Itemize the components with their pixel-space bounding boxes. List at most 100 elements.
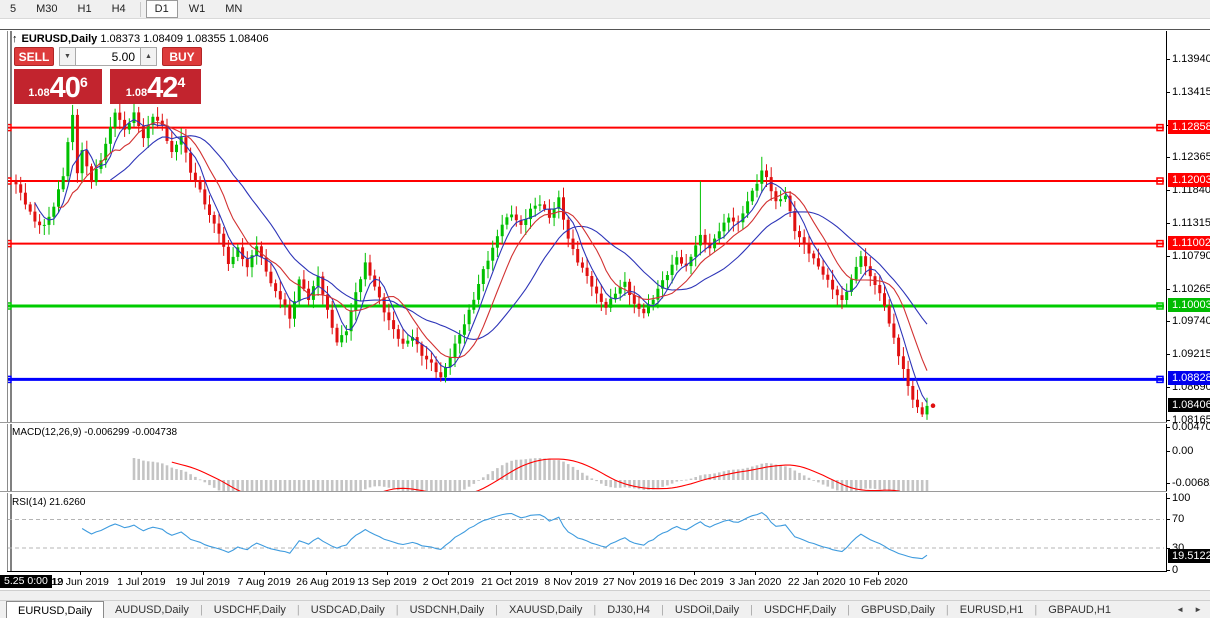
- price-axis-tick: [1166, 59, 1170, 60]
- sell-price-button[interactable]: 1.08 40 6: [14, 69, 102, 104]
- chart-window[interactable]: ↑ EURUSD,Daily 1.08373 1.08409 1.08355 1.…: [0, 29, 1210, 600]
- tab-separator: |: [199, 603, 203, 616]
- time-axis-line: [7, 571, 1167, 572]
- time-axis-label: 7 Aug 2019: [237, 576, 291, 588]
- buy-price-button[interactable]: 1.08 42 4: [110, 69, 201, 104]
- price-axis-label: 1.09215: [1172, 348, 1210, 361]
- timeframe-toolbar: 5 M30 H1 H4 D1 W1 MN: [0, 0, 1210, 19]
- rsi-axis-tick: [1166, 569, 1170, 571]
- time-axis-label: 27 Nov 2019: [602, 576, 663, 588]
- time-axis-tick: [878, 571, 880, 575]
- time-axis-label: 16 Dec 2019: [664, 576, 724, 588]
- volume-input[interactable]: [76, 47, 140, 66]
- volume-decrease-button[interactable]: ▼: [59, 47, 76, 66]
- time-axis-tick: [202, 571, 204, 575]
- timeframe-button-mn[interactable]: MN: [225, 3, 243, 15]
- price-level-badge: 1.12858: [1168, 119, 1210, 134]
- chart-tab-audusd-daily[interactable]: AUDUSD,Daily: [114, 604, 189, 616]
- chart-tab-usdoil-daily[interactable]: USDOil,Daily: [674, 604, 740, 616]
- price-axis-label: 1.08165: [1172, 413, 1210, 426]
- tab-scroll-left-icon[interactable]: ◄: [1176, 605, 1185, 614]
- volume-stepper: ▼ ▲: [59, 47, 157, 66]
- chart-tab-usdchf-daily[interactable]: USDCHF,Daily: [763, 604, 837, 616]
- timeframe-button-h4[interactable]: H4: [111, 3, 126, 15]
- timeframe-button-h1[interactable]: H1: [77, 3, 92, 15]
- macd-axis-tick: [1166, 482, 1170, 484]
- timeframe-button-w1[interactable]: W1: [188, 3, 206, 15]
- time-axis-tick: [325, 571, 327, 575]
- price-level-badge: 1.08828: [1168, 371, 1210, 386]
- toolbar-separator: [139, 1, 141, 17]
- vline-time-badge: 5.25 0:00: [0, 575, 52, 588]
- time-axis-label: 22 Jan 2020: [787, 576, 846, 588]
- chart-tab-eurusd-h1[interactable]: EURUSD,H1: [959, 604, 1024, 616]
- chart-tab-usdchf-daily[interactable]: USDCHF,Daily: [213, 604, 286, 616]
- plot-left-border: [7, 31, 8, 571]
- macd-panel-separator[interactable]: [0, 422, 1167, 424]
- sell-price-main: 40: [49, 72, 81, 104]
- macd-axis-label: -0.006823: [1172, 476, 1210, 489]
- tab-separator: |: [661, 603, 664, 616]
- rsi-label: RSI(14) 21.6260: [12, 497, 86, 508]
- chart-tab-usdcnh-daily[interactable]: USDCNH,Daily: [409, 604, 485, 616]
- macd-axis-label: 0.00: [1172, 445, 1194, 457]
- horizontal-scroll-strip[interactable]: [0, 590, 1210, 600]
- price-axis-tick: [1166, 190, 1170, 192]
- price-level-badge: 1.12003: [1168, 173, 1210, 187]
- rsi-value-badge: 19.5122: [1168, 548, 1210, 563]
- price-axis-label: 1.11840: [1172, 184, 1210, 197]
- rsi-axis-label: 100: [1172, 492, 1191, 504]
- tab-scroll-right-icon[interactable]: ►: [1194, 605, 1202, 614]
- rsi-panel-separator[interactable]: [0, 491, 1167, 493]
- price-level-badge: 1.10003: [1168, 298, 1210, 312]
- time-axis-tick: [264, 571, 266, 575]
- chart-tab-bar: EURUSD,Daily AUDUSD,Daily | USDCHF,Daily | US…: [0, 600, 1210, 618]
- chart-tab-usdcad-daily[interactable]: USDCAD,Daily: [310, 604, 385, 616]
- time-axis-label: 1 Jul 2019: [117, 576, 166, 588]
- timeframe-button-d1[interactable]: D1: [145, 0, 178, 18]
- rsi-indicator-chart[interactable]: [8, 494, 1166, 571]
- price-axis-label: 1.11315: [1172, 217, 1210, 229]
- tab-separator: |: [593, 603, 597, 616]
- sell-price-prefix: 1.08: [28, 87, 50, 99]
- time-axis-tick: [571, 571, 573, 575]
- price-axis-tick: [1166, 321, 1170, 323]
- price-level-badge: 1.11002: [1168, 235, 1210, 250]
- time-axis-tick: [755, 571, 757, 575]
- macd-axis-tick: [1166, 451, 1170, 452]
- price-axis-tick: [1166, 354, 1170, 356]
- price-axis-tick: [1166, 223, 1170, 224]
- chart-tab-eurusd-daily[interactable]: EURUSD,Daily: [6, 601, 104, 618]
- macd-indicator-chart[interactable]: [8, 424, 1166, 491]
- chart-tab-dj30-h4[interactable]: DJ30,H4: [607, 604, 651, 616]
- tab-separator: |: [495, 603, 499, 616]
- price-axis-tick: [1166, 387, 1170, 388]
- chart-begin-arrow-icon: ↑: [12, 33, 18, 45]
- timeframe-button-m30[interactable]: M30: [36, 3, 58, 15]
- candlestick-chart[interactable]: [8, 31, 1166, 422]
- chart-tab-xauusd-daily[interactable]: XAUUSD,Daily: [509, 604, 583, 616]
- price-axis-tick: [1166, 255, 1170, 257]
- tab-separator: |: [1034, 603, 1038, 616]
- tab-separator: |: [945, 603, 949, 616]
- time-axis-tick: [387, 571, 388, 575]
- price-axis-label: 1.09740: [1172, 315, 1210, 328]
- buy-button[interactable]: BUY: [162, 47, 202, 66]
- macd-axis-label: 0.004702: [1172, 421, 1210, 433]
- chart-ohlc-values: 1.08373 1.08409 1.08355 1.08406: [100, 33, 269, 45]
- tab-separator: |: [296, 603, 300, 616]
- chart-tab-gbpusd-daily[interactable]: GBPUSD,Daily: [860, 604, 935, 616]
- time-axis-tick: [80, 571, 81, 575]
- timeframe-button-5[interactable]: 5: [10, 3, 17, 15]
- tab-separator: |: [750, 603, 753, 616]
- chart-tab-gbpaud-h1[interactable]: GBPAUD,H1: [1048, 604, 1111, 616]
- price-axis-tick: [1166, 91, 1170, 93]
- time-axis-tick: [694, 571, 695, 575]
- rsi-axis-tick: [1166, 498, 1170, 499]
- volume-increase-button[interactable]: ▲: [140, 47, 157, 66]
- macd-axis-tick: [1166, 427, 1170, 428]
- time-axis-label: 21 Oct 2019: [481, 576, 539, 588]
- macd-label: MACD(12,26,9) -0.006299 -0.004738: [12, 427, 178, 438]
- sell-button[interactable]: SELL: [14, 47, 54, 66]
